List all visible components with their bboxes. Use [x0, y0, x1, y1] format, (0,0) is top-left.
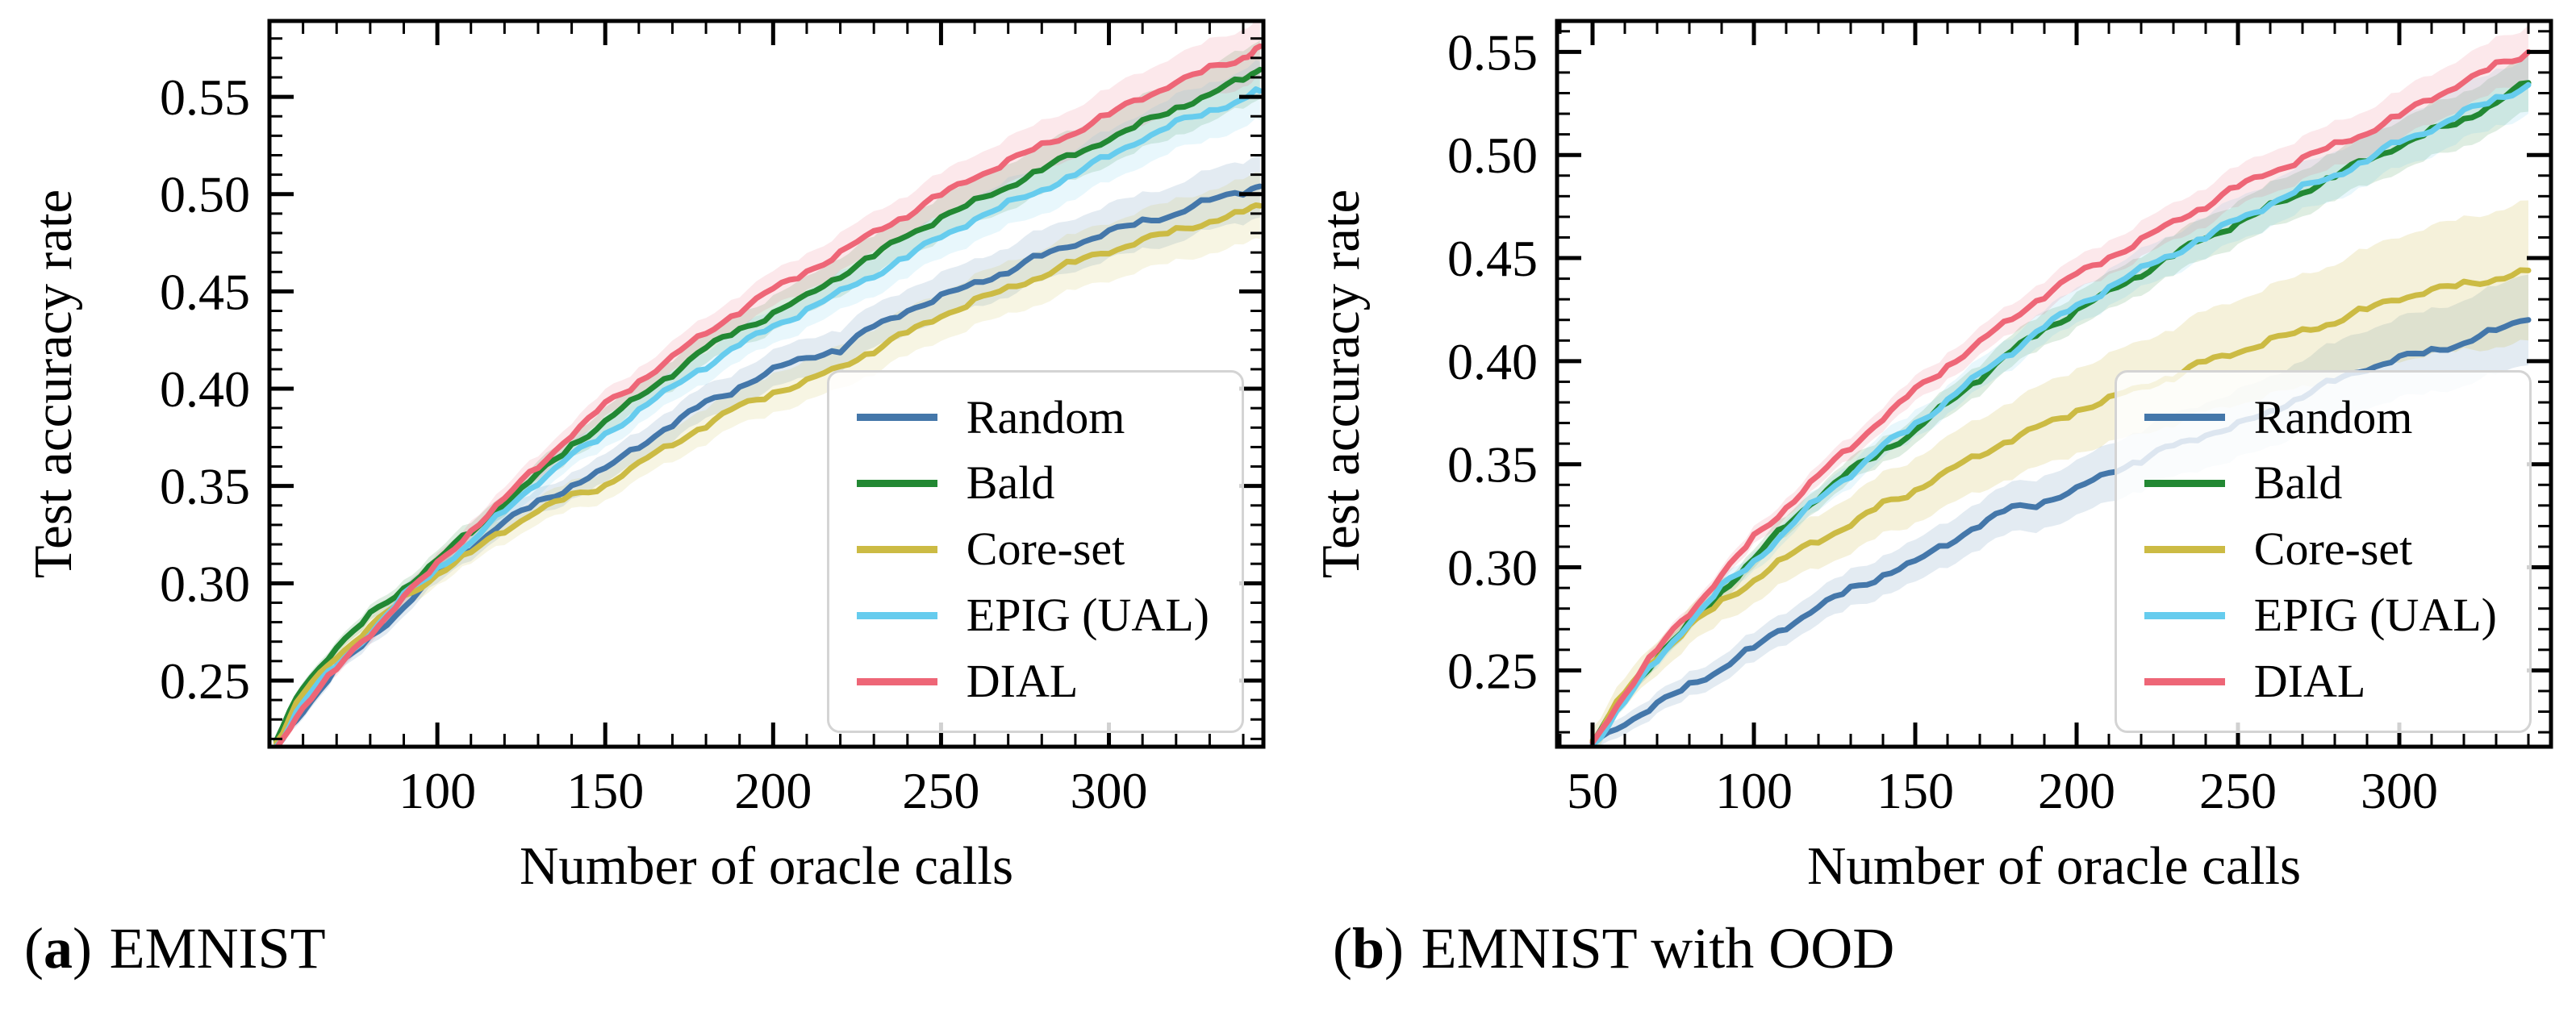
y-tick-label: 0.25: [1447, 642, 1538, 699]
caption-b: (b) EMNIST with OOD: [1288, 916, 2575, 981]
x-tick-label: 100: [1715, 762, 1793, 819]
legend-item-dial: DIAL: [856, 655, 1209, 708]
legend-label-random: Random: [2253, 390, 2413, 444]
caption-a-close-paren: ): [72, 916, 92, 981]
y-tick-label: 0.40: [1447, 333, 1538, 390]
x-axis-title: Number of oracle calls: [520, 836, 1013, 896]
caption-a-letter: a: [43, 916, 73, 981]
confidence-band-bald: [276, 40, 1260, 747]
legend-item-random: Random: [2144, 390, 2497, 444]
legend-label-random: Random: [966, 390, 1125, 444]
chart-box-b: 50 100 150 200 250 300 0.25 0.30 0.35 0.40 0.45 0.5…: [1288, 0, 2575, 899]
legend-label-core-set: Core-set: [2253, 523, 2413, 576]
tick-labels: 50 100 150 200 250 300 0.25 0.30 0.35 0.40 0.45 0.5…: [1447, 23, 2438, 819]
series-line-dial: [273, 43, 1263, 747]
caption-a-text: EMNIST: [109, 916, 326, 981]
legend-label-dial: DIAL: [966, 655, 1079, 708]
axis-ticks: [268, 21, 1263, 747]
legend-item-epig-ual: EPIG (UAL): [856, 589, 1209, 642]
caption-a: (a) EMNIST: [0, 916, 1288, 981]
x-tick-label: 150: [1877, 762, 1954, 819]
series-line-random: [1589, 317, 2532, 747]
x-tick-label: 200: [2038, 762, 2115, 819]
legend-item-bald: Bald: [2144, 459, 2497, 508]
series-line-core-set: [1589, 267, 2532, 743]
axis-ticks: [1557, 21, 2551, 747]
x-tick-label: 300: [2361, 762, 2438, 819]
y-axis-title: Test accuracy rate: [23, 189, 83, 579]
panel-a: 100 150 200 250 300 0.25 0.30 0.35 0.40 0.45 0.50 0…: [0, 0, 1288, 981]
series-line-dial: [1589, 48, 2532, 746]
x-tick-label: 300: [1071, 762, 1148, 819]
tick-labels: 100 150 200 250 300 0.25 0.30 0.35 0.40 0.45 0.50 0…: [160, 69, 1148, 819]
x-tick-label: 250: [2199, 762, 2277, 819]
y-tick-label: 0.25: [160, 652, 250, 710]
legend-label-epig-ual: EPIG (UAL): [2253, 589, 2497, 642]
y-tick-label: 0.45: [160, 263, 250, 320]
legend-label-epig-ual: EPIG (UAL): [966, 589, 1209, 642]
legend-swatch-random: [856, 414, 937, 422]
y-tick-label: 0.50: [1447, 127, 1538, 184]
confidence-band-random: [276, 155, 1260, 747]
caption-b-open-paren: (: [1333, 916, 1352, 981]
x-tick-label: 50: [1567, 762, 1618, 819]
y-axis-title: Test accuracy rate: [1311, 189, 1371, 579]
series-line-core-set: [273, 202, 1263, 746]
legend-swatch-dial: [2144, 678, 2225, 686]
legend-item-epig-ual: EPIG (UAL): [2144, 589, 2497, 642]
legend-swatch-core-set: [856, 546, 937, 554]
plot-border: [267, 19, 1266, 749]
y-tick-label: 0.30: [1447, 539, 1538, 597]
chart-a-canvas: 100 150 200 250 300 0.25 0.30 0.35 0.40 0.45 0.50 0…: [23, 19, 1266, 896]
y-tick-label: 0.40: [160, 360, 250, 418]
legend-item-core-set: Core-set: [2144, 523, 2497, 576]
x-tick-label: 150: [566, 762, 644, 819]
legend-swatch-epig-ual: [856, 612, 937, 620]
legend-swatch-random: [2144, 414, 2225, 422]
panel-b: 50 100 150 200 250 300 0.25 0.30 0.35 0.40 0.45 0.5…: [1288, 0, 2575, 1012]
legend-item-core-set: Core-set: [856, 523, 1209, 576]
x-tick-label: 100: [399, 762, 476, 819]
legend-item-bald: Bald: [856, 456, 1209, 510]
legend-swatch-bald: [856, 480, 937, 488]
legend-label-core-set: Core-set: [966, 523, 1125, 576]
legend-label-bald: Bald: [966, 456, 1055, 510]
confidence-band-dial: [276, 21, 1260, 747]
caption-b-letter: b: [1351, 916, 1385, 981]
y-tick-label: 0.55: [1447, 23, 1538, 81]
confidence-band-bald: [1593, 53, 2528, 747]
caption-a-open-paren: (: [24, 916, 44, 981]
x-axis-title: Number of oracle calls: [1807, 836, 2301, 896]
legend-swatch-epig-ual: [2144, 612, 2225, 620]
x-tick-label: 200: [734, 762, 812, 819]
caption-b-close-paren: ): [1384, 916, 1405, 981]
series-line-epig-ual: [1589, 81, 2532, 747]
legend-label-dial: DIAL: [2253, 655, 2366, 708]
y-tick-label: 0.35: [160, 458, 250, 515]
legend-swatch-dial: [856, 678, 937, 686]
series-line-epig-ual: [273, 86, 1263, 747]
chart-box-a: 100 150 200 250 300 0.25 0.30 0.35 0.40 0.45 0.50 0…: [0, 0, 1288, 899]
plot-border: [1555, 19, 2553, 749]
y-tick-label: 0.30: [160, 555, 250, 612]
plot-area: [273, 21, 1263, 747]
x-tick-label: 250: [902, 762, 979, 819]
confidence-band-core-set: [1593, 200, 2528, 747]
y-tick-label: 0.50: [160, 166, 250, 223]
legend-swatch-bald: [2144, 480, 2225, 488]
y-tick-label: 0.35: [1447, 436, 1538, 494]
y-tick-label: 0.55: [160, 69, 250, 126]
y-tick-label: 0.45: [1447, 230, 1538, 287]
confidence-band-core-set: [276, 172, 1260, 747]
legend-swatch-core-set: [2144, 546, 2225, 554]
legend-item-dial: DIAL: [2144, 655, 2497, 708]
legend-a: Random Bald Core-set EPIG (UAL) DIAL: [826, 369, 1244, 733]
legend-b: Random Bald Core-set EPIG (UAL) DIAL: [2114, 369, 2532, 733]
legend-item-random: Random: [856, 390, 1209, 444]
caption-b-text: EMNIST with OOD: [1421, 916, 1895, 981]
legend-label-bald: Bald: [2253, 456, 2343, 510]
